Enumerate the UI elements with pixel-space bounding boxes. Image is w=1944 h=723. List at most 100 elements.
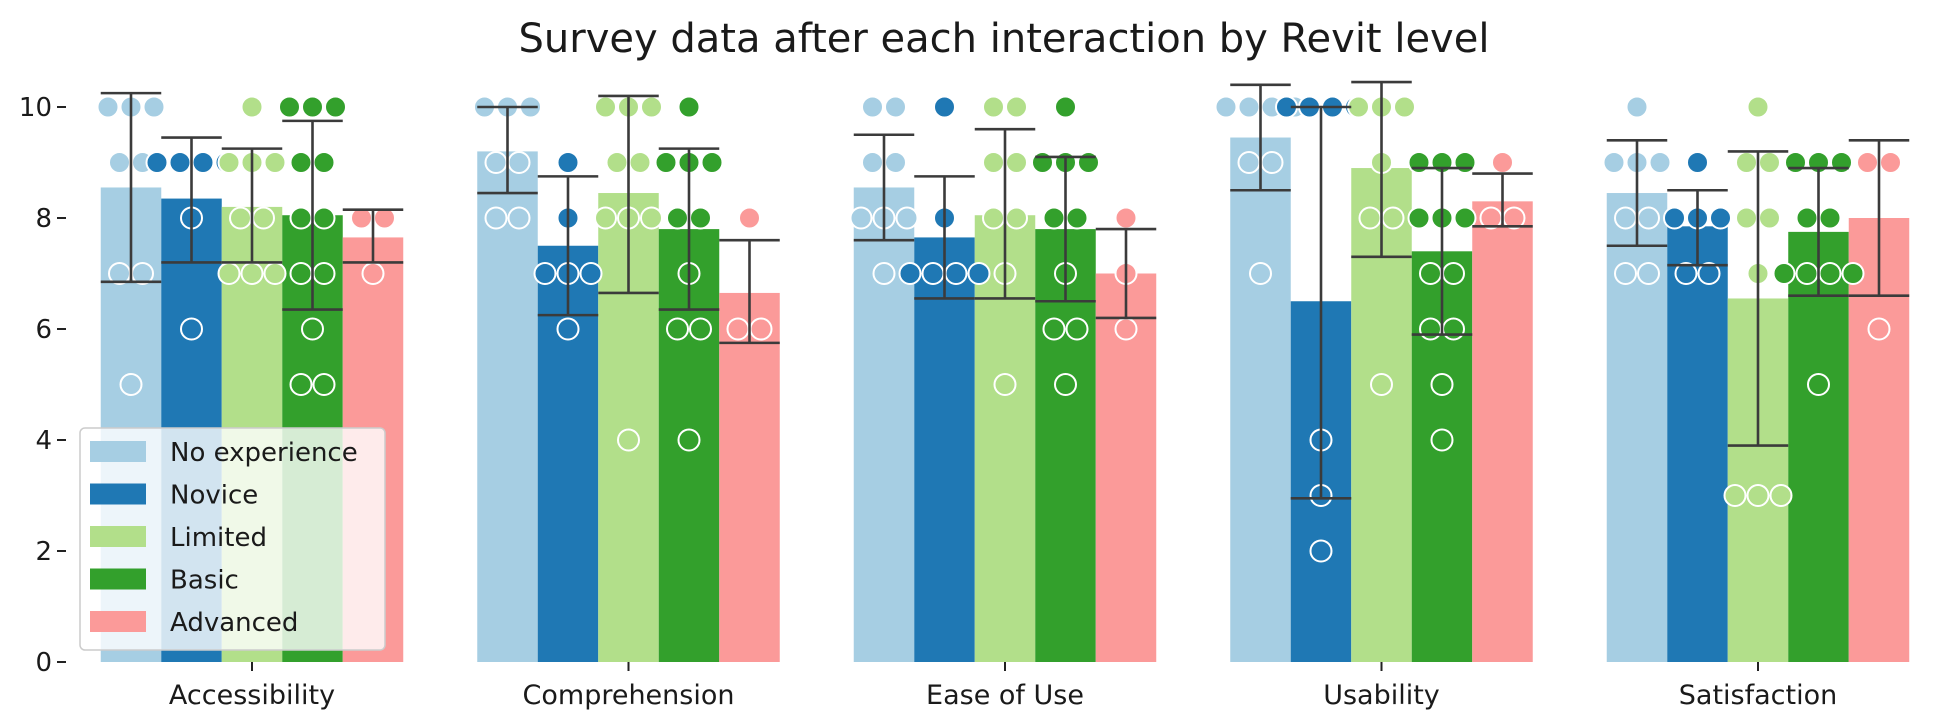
bar-novice-satisfaction [1667, 226, 1728, 662]
point-no-experience [1648, 151, 1672, 174]
point-novice [180, 317, 203, 341]
legend-item-novice: Novice [90, 481, 258, 511]
point-limited [1393, 95, 1416, 119]
bar-no-experience-ease-of-use [853, 187, 915, 662]
error-bar-no-experience-satisfaction [1606, 139, 1668, 248]
error-bar-novice-comprehension [537, 175, 599, 317]
point-basic [666, 206, 689, 230]
point-basic [278, 95, 301, 119]
chart-title: Survey data after each interaction by Re… [519, 16, 1490, 62]
error-bar-advanced-accessibility [342, 208, 404, 264]
bar-novice-ease-of-use [914, 237, 975, 663]
point-no-experience [884, 151, 907, 174]
point-basic [1818, 262, 1842, 285]
point-limited [640, 95, 663, 119]
point-basic [1795, 262, 1819, 285]
point-no-experience [1614, 206, 1637, 230]
point-no-experience [119, 373, 143, 396]
error-bar-no-experience-usability [1230, 83, 1291, 192]
point-limited [594, 206, 617, 230]
error-bars-layer [100, 80, 1910, 500]
point-advanced [1856, 151, 1879, 174]
point-basic [1077, 151, 1100, 174]
point-advanced [1114, 317, 1138, 341]
point-novice [579, 262, 603, 285]
point-basic [677, 428, 701, 452]
point-basic [1442, 262, 1465, 285]
point-basic [1430, 373, 1454, 396]
point-novice [1686, 151, 1709, 174]
point-basic [1031, 151, 1054, 174]
point-limited [1005, 95, 1028, 119]
point-basic [312, 373, 336, 396]
point-basic [1807, 373, 1830, 396]
point-no-experience [484, 206, 508, 230]
point-advanced [1867, 317, 1891, 341]
error-bar-basic-usability [1411, 166, 1473, 336]
legend-item-basic: Basic [90, 566, 239, 596]
point-no-experience [861, 151, 884, 174]
category-label-comprehension: Comprehension [523, 680, 735, 711]
point-basic [677, 95, 701, 119]
legend-item-no-experience: No experience [90, 438, 358, 468]
legend-label: Limited [170, 523, 267, 553]
error-bar-limited-accessibility [221, 147, 283, 264]
point-limited [617, 428, 640, 452]
point-no-experience [1602, 151, 1626, 174]
point-advanced [1114, 206, 1138, 230]
point-basic [312, 151, 336, 174]
point-limited [1370, 373, 1393, 396]
point-basic [1784, 151, 1807, 174]
point-basic [1453, 206, 1477, 230]
error-bar-basic-comprehension [658, 147, 720, 311]
point-advanced [1491, 151, 1514, 174]
error-bar-advanced-usability [1472, 172, 1533, 228]
y-tick-label: 0 [35, 648, 52, 678]
point-novice [1309, 539, 1333, 563]
point-basic [700, 151, 724, 174]
point-no-experience [484, 151, 508, 174]
error-bar-limited-comprehension [598, 94, 659, 295]
bar-no-experience-comprehension [477, 151, 538, 662]
error-bar-novice-usability [1290, 105, 1352, 500]
point-novice [191, 151, 215, 174]
point-novice [1663, 206, 1686, 230]
point-limited [982, 206, 1005, 230]
point-basic [1419, 317, 1442, 341]
legend-swatch [90, 611, 146, 632]
bar-no-experience-usability [1230, 137, 1291, 662]
point-limited [240, 95, 264, 119]
y-tick-label: 10 [19, 93, 52, 123]
point-no-experience [1237, 151, 1261, 174]
point-advanced [361, 262, 385, 285]
point-novice [1697, 262, 1721, 285]
legend-label: Basic [170, 566, 239, 596]
point-no-experience [1637, 206, 1660, 230]
point-limited [1769, 484, 1793, 507]
point-limited [993, 373, 1017, 396]
point-limited [982, 95, 1005, 119]
point-basic [1818, 206, 1842, 230]
point-advanced [1879, 151, 1902, 174]
legend-label: Novice [170, 481, 258, 511]
point-limited [252, 206, 275, 230]
legend-swatch [90, 568, 146, 590]
bar-advanced-usability [1472, 201, 1533, 662]
point-no-experience [861, 95, 884, 119]
point-basic [1065, 206, 1089, 230]
point-novice [533, 262, 557, 285]
legend-swatch [90, 483, 146, 505]
point-basic [1065, 317, 1089, 341]
point-no-experience [1260, 151, 1284, 174]
point-basic [289, 262, 313, 285]
point-basic [1772, 262, 1796, 285]
error-bar-novice-accessibility [161, 136, 222, 264]
point-limited [1005, 206, 1028, 230]
point-novice [933, 95, 956, 119]
point-novice [944, 262, 968, 285]
point-novice [898, 262, 922, 285]
error-bar-novice-satisfaction [1667, 188, 1728, 267]
legend-item-advanced: Advanced [90, 608, 298, 638]
error-bar-basic-ease-of-use [1035, 155, 1096, 303]
